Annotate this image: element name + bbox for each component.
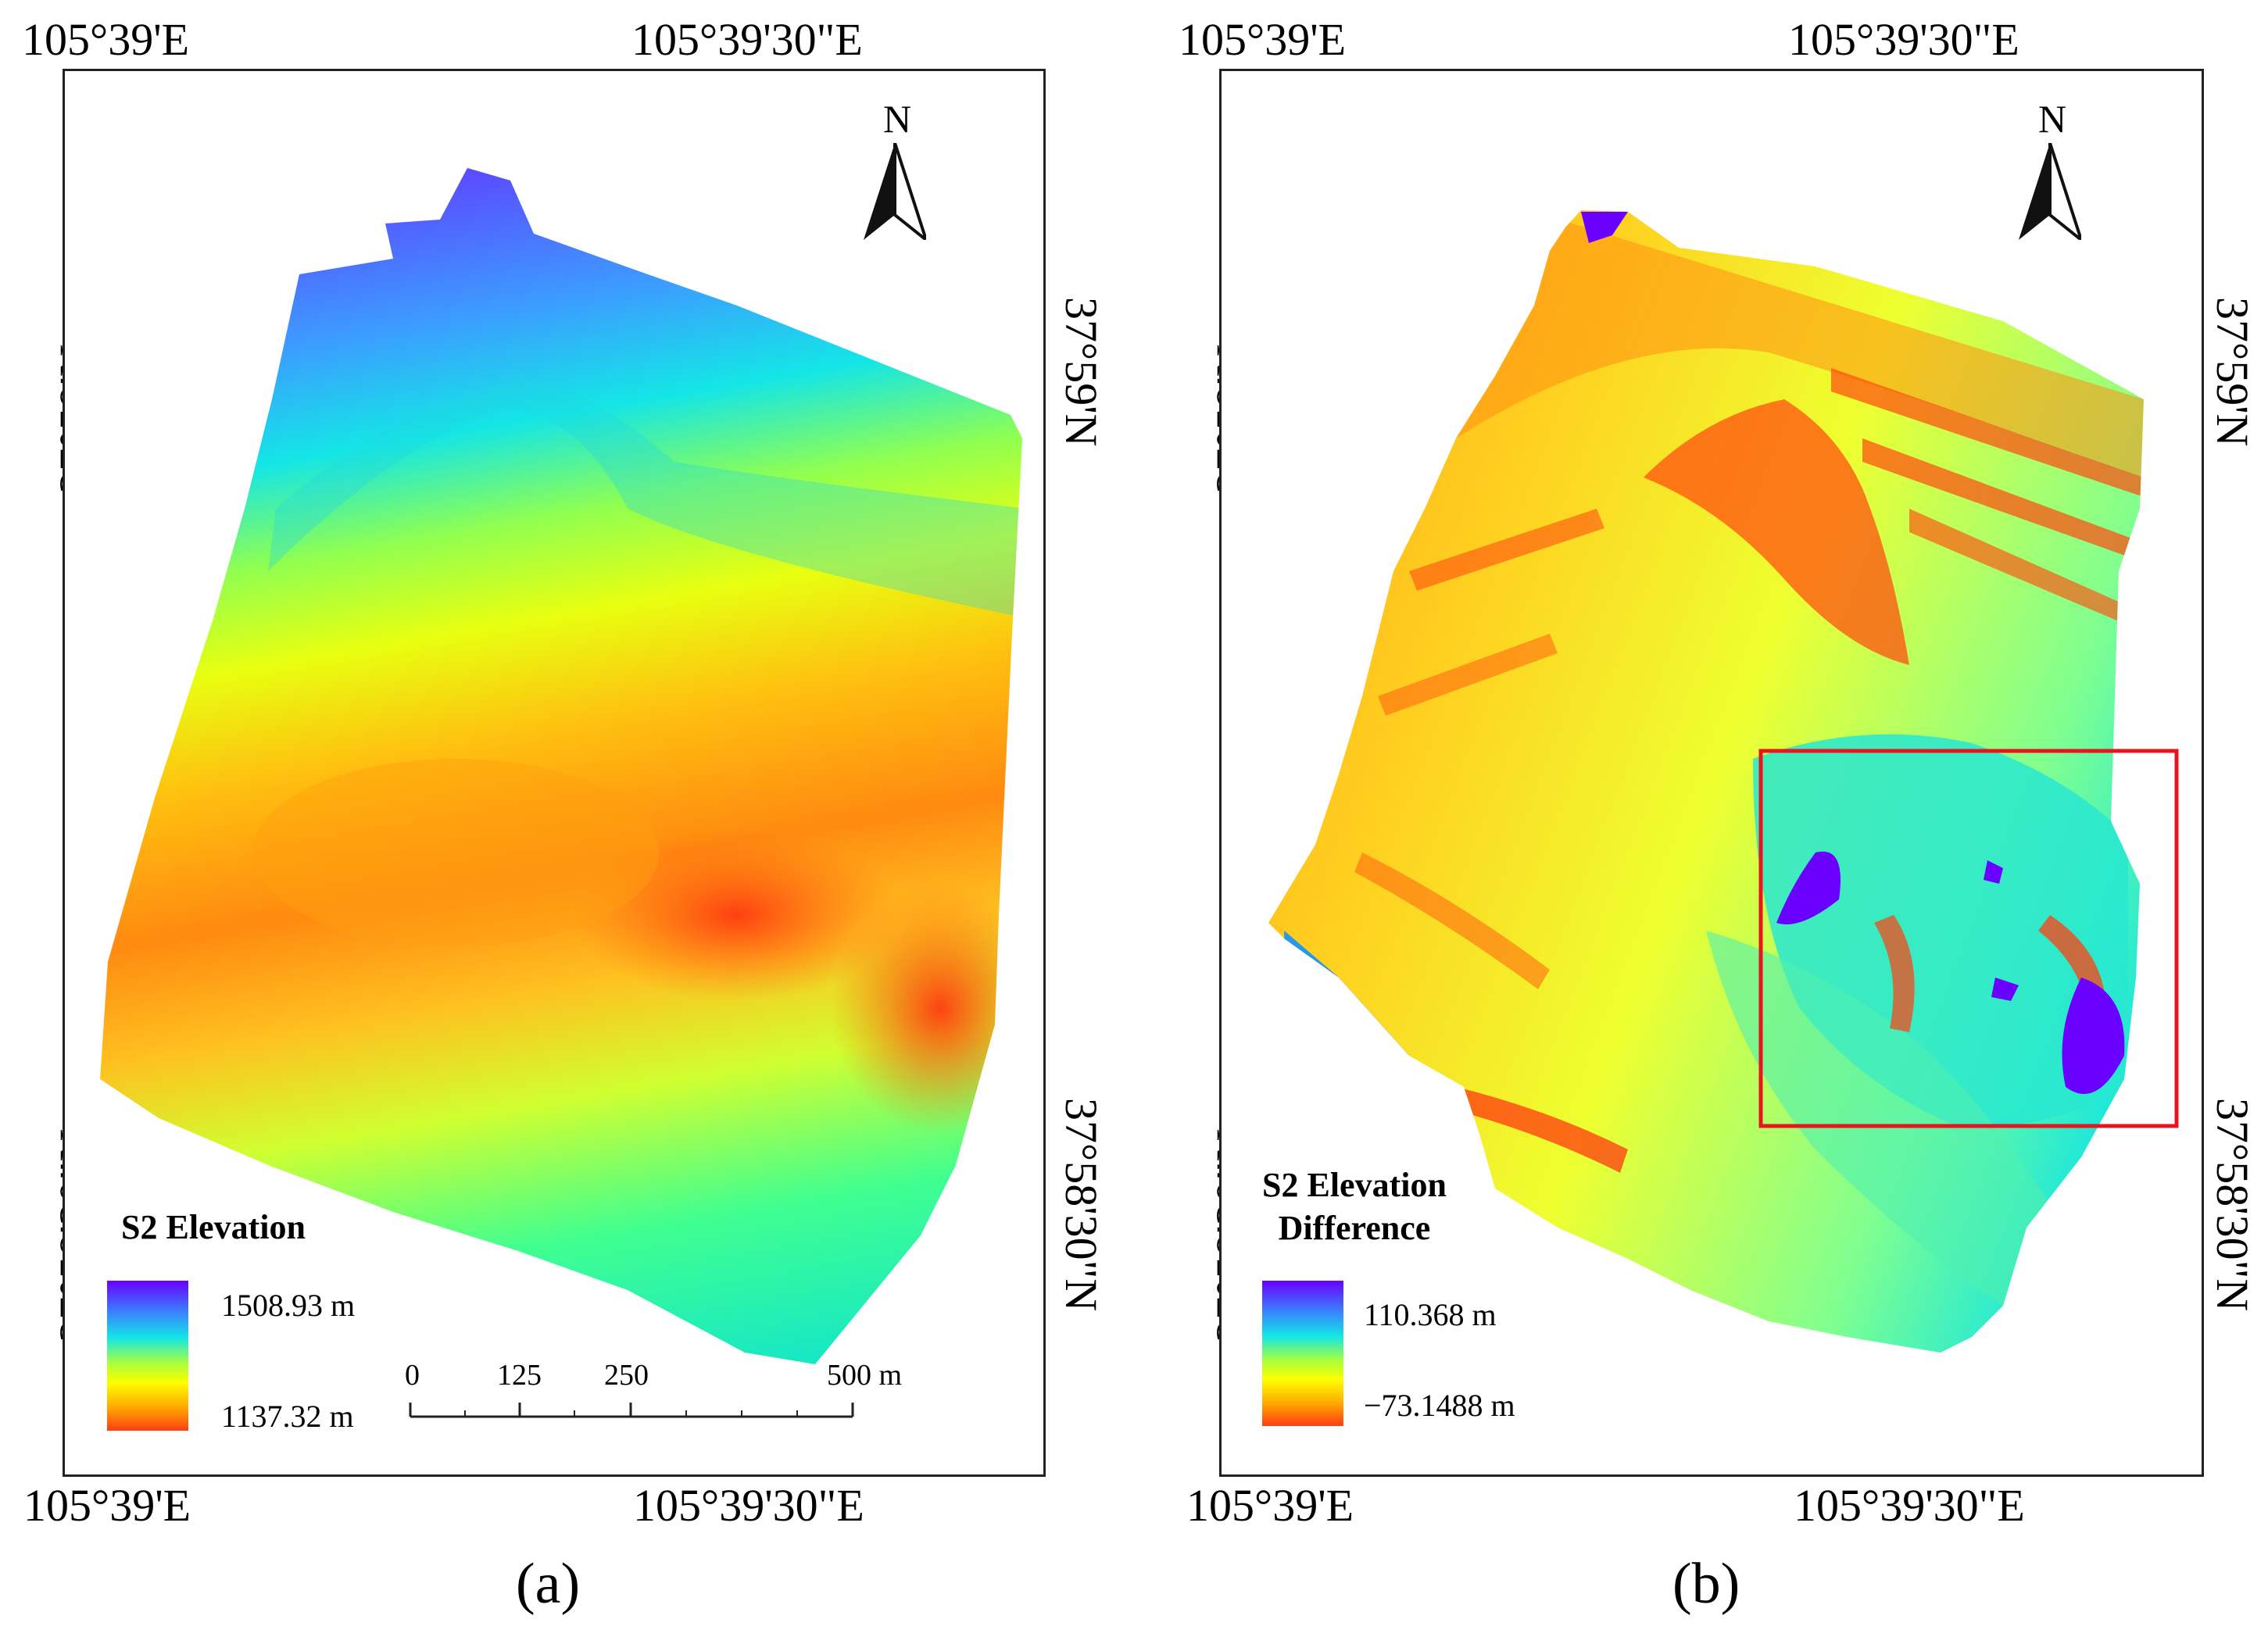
scale-tick-500: 500 m <box>827 1359 903 1392</box>
b-bottom-lon-left: 105°39'E <box>1186 1480 1354 1531</box>
a-bottom-lon-left: 105°39'E <box>23 1480 191 1531</box>
legend-min-b: −73.1488 m <box>1364 1388 1515 1423</box>
map-frame-b: N S2 Elevation Difference 110.368 m −73.… <box>1219 69 2204 1477</box>
panel-caption-b: (b) <box>1672 1552 1740 1616</box>
b-top-lon-left: 105°39'E <box>1179 14 1347 65</box>
legend-title-a: S2 Elevation <box>121 1208 306 1246</box>
scale-bar-a <box>409 1403 854 1418</box>
legend-max-a: 1508.93 m <box>221 1288 356 1323</box>
north-label-a: N <box>883 97 912 141</box>
b-bottom-lon-right: 105°39'30"E <box>1794 1480 2025 1531</box>
legend-min-a: 1137.32 m <box>221 1399 354 1434</box>
legend-ramp-a <box>107 1281 188 1431</box>
scale-tick-250: 250 <box>604 1359 649 1392</box>
legend-title-b-line1: S2 Elevation <box>1262 1166 1447 1204</box>
legend-title-b: S2 Elevation Difference <box>1262 1163 1447 1249</box>
legend-max-b: 110.368 m <box>1364 1297 1497 1332</box>
elevation-difference-map-b <box>1268 210 2179 1353</box>
a-right-lat-upper: 37°59'N <box>1056 297 1107 447</box>
legend-ramp-b <box>1262 1281 1343 1426</box>
elevation-map-a <box>100 168 1022 1364</box>
scale-tick-125: 125 <box>497 1359 542 1392</box>
b-right-lat-upper: 37°59'N <box>2207 297 2258 447</box>
highlight-box <box>1758 749 2179 1128</box>
a-right-lat-lower: 37°58'30"N <box>1056 1098 1107 1312</box>
scale-tick-0: 0 <box>405 1359 420 1392</box>
a-top-lon-left: 105°39'E <box>22 14 190 65</box>
panel-caption-a: (a) <box>516 1552 581 1616</box>
north-arrow-icon-b <box>2019 143 2081 240</box>
a-top-lon-right: 105°39'30"E <box>631 14 863 65</box>
b-right-lat-lower: 37°58'30"N <box>2207 1098 2258 1312</box>
north-arrow-icon-a <box>864 143 926 240</box>
map-frame-a: N S2 Elevation 1508.93 m 1137.32 m 0 125… <box>63 69 1046 1477</box>
legend-title-b-line2: Difference <box>1278 1209 1431 1247</box>
north-label-b: N <box>2038 97 2067 141</box>
b-top-lon-right: 105°39'30"E <box>1788 14 2019 65</box>
a-bottom-lon-right: 105°39'30"E <box>633 1480 864 1531</box>
